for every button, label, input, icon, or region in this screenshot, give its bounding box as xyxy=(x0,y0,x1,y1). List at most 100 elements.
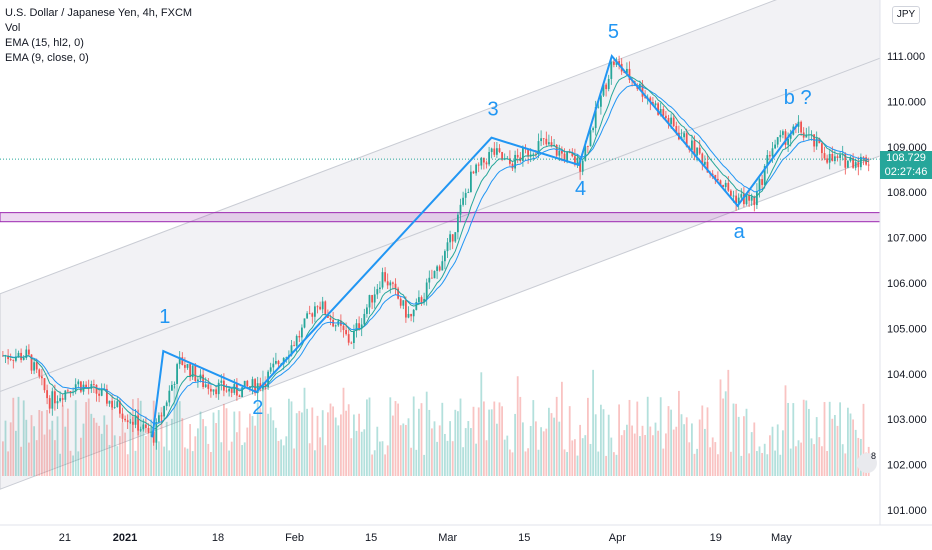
volume-bar xyxy=(87,398,90,476)
volume-bar xyxy=(766,454,769,476)
volume-bar xyxy=(48,429,51,476)
candle-body xyxy=(236,384,238,396)
volume-bar xyxy=(150,419,152,476)
candle-body xyxy=(347,334,350,343)
time-axis[interactable]: 21 2021 18 Feb 15 Mar 15 Apr 19 May xyxy=(59,532,793,544)
volume-bar xyxy=(496,423,498,476)
volume-bar xyxy=(345,410,347,476)
volume-bar xyxy=(384,454,386,476)
candle-body xyxy=(241,387,243,398)
candle-body xyxy=(160,415,163,417)
us-flag-icon[interactable]: 8 xyxy=(857,451,877,473)
volume-bar xyxy=(641,425,644,476)
wave-label: 2 xyxy=(252,397,263,419)
volume-bar xyxy=(293,448,295,476)
volume-bar xyxy=(241,445,243,476)
volume-bar xyxy=(399,425,402,476)
candle-body xyxy=(756,191,758,206)
volume-bar xyxy=(815,417,818,476)
volume-bar xyxy=(615,454,618,476)
volume-bar xyxy=(618,404,620,476)
volume-bar xyxy=(202,419,204,476)
volume-bar xyxy=(818,437,821,476)
volume-bar xyxy=(563,449,566,476)
candle-body xyxy=(800,121,802,133)
candle-body xyxy=(207,384,210,389)
candle-body xyxy=(607,78,610,90)
candle-body xyxy=(194,365,197,382)
price-axis[interactable]: 111.000 110.000 109.000 108.000 107.000 106.0… xyxy=(887,51,927,517)
volume-bar xyxy=(688,442,691,476)
candle-body xyxy=(173,383,176,385)
volume-bar xyxy=(805,400,808,476)
wave-label: 4 xyxy=(575,178,586,200)
candle-body xyxy=(15,356,17,361)
candle-body xyxy=(867,164,870,166)
volume-bar xyxy=(191,451,194,476)
wave-label: 1 xyxy=(159,306,170,328)
candle-body xyxy=(711,173,714,175)
volume-bar xyxy=(264,376,267,476)
volume-bar xyxy=(436,441,438,476)
volume-bar xyxy=(558,421,561,476)
candle-body xyxy=(444,251,446,262)
volume-bar xyxy=(758,446,761,476)
volume-bar xyxy=(652,435,654,476)
candle-body xyxy=(862,156,865,158)
volume-bar xyxy=(847,407,849,476)
candle-body xyxy=(168,390,171,403)
volume-bar xyxy=(488,409,490,476)
legend-ema-9[interactable]: EMA (9, close, 0) xyxy=(5,52,89,64)
price-tick: 102.000 xyxy=(887,460,927,472)
legend-ema-15[interactable]: EMA (15, hl2, 0) xyxy=(5,37,84,49)
currency-badge[interactable]: JPY xyxy=(892,6,920,24)
legend-vol[interactable]: Vol xyxy=(5,22,21,34)
candle-body xyxy=(373,294,376,303)
wave-label: 3 xyxy=(487,99,498,121)
volume-bar xyxy=(623,430,626,476)
candle-body xyxy=(477,164,480,166)
volume-bar xyxy=(761,452,763,476)
volume-bar xyxy=(795,446,797,476)
volume-bar xyxy=(223,403,225,476)
candle-body xyxy=(259,383,262,389)
price-tick: 101.000 xyxy=(887,505,927,517)
candle-body xyxy=(789,134,792,139)
volume-bar xyxy=(33,426,35,476)
volume-bar xyxy=(353,414,355,476)
candle-body xyxy=(574,156,576,165)
candle-body xyxy=(139,429,142,431)
volume-bar xyxy=(108,444,111,476)
candle-body xyxy=(33,362,35,371)
candle-body xyxy=(782,131,784,135)
candle-body xyxy=(558,150,561,156)
wave-labels: 1 2 3 4 5 a b ? xyxy=(159,21,811,419)
candle-body xyxy=(410,313,412,317)
price-tick: 109.000 xyxy=(887,142,927,154)
candle-body xyxy=(576,157,579,165)
candle-body xyxy=(464,192,467,198)
candle-body xyxy=(849,157,852,161)
candle-body xyxy=(134,415,137,425)
candle-body xyxy=(662,109,665,116)
volume-bar xyxy=(46,409,48,476)
volume-bar xyxy=(215,423,217,476)
candle-body xyxy=(509,158,511,164)
volume-bar xyxy=(626,424,628,476)
candle-body xyxy=(561,150,563,154)
candle-body xyxy=(233,384,236,393)
volume-bar xyxy=(449,421,451,476)
candle-body xyxy=(784,131,787,145)
volume-bar xyxy=(238,411,241,476)
support-zone xyxy=(0,212,881,223)
volume-bar xyxy=(412,396,415,476)
candle-body xyxy=(490,148,493,153)
volume-bar xyxy=(168,450,171,476)
candle-body xyxy=(238,395,241,398)
volume-bar xyxy=(854,429,857,476)
candle-body xyxy=(152,431,155,443)
volume-bar xyxy=(132,399,134,476)
symbol-title[interactable]: U.S. Dollar / Japanese Yen, 4h, FXCM xyxy=(5,7,193,19)
volume-bar xyxy=(459,398,462,476)
